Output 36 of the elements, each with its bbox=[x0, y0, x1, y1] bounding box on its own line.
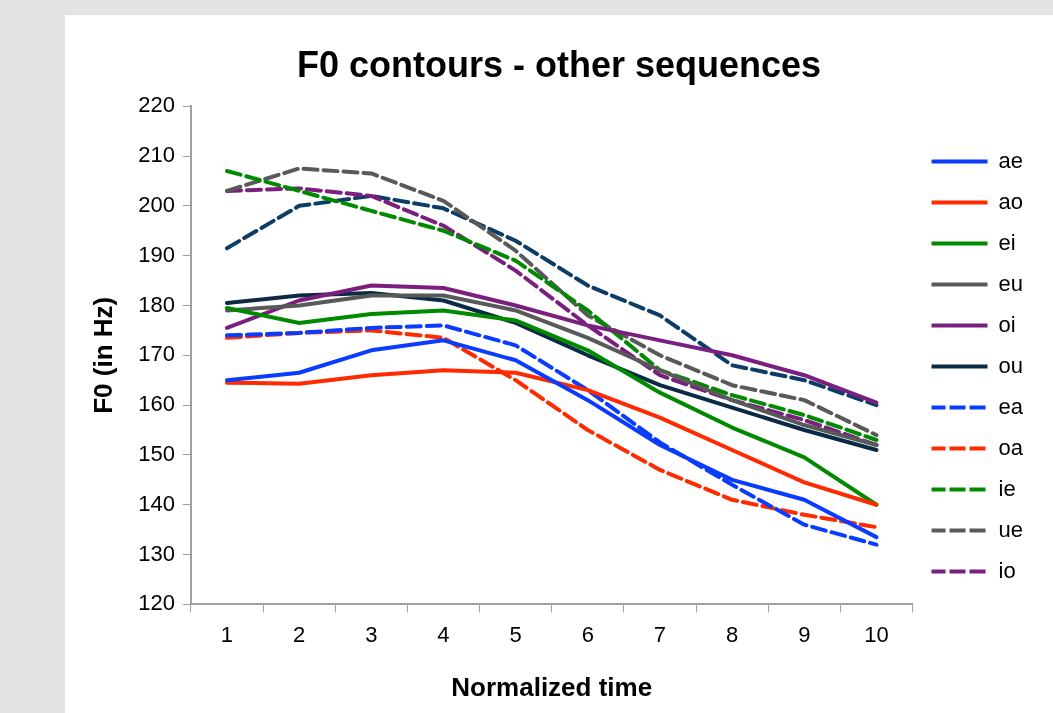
y-tick-label: 120 bbox=[138, 590, 175, 616]
legend-label: ao bbox=[998, 188, 1024, 214]
y-tick-label: 220 bbox=[138, 92, 175, 118]
line-series bbox=[224, 193, 879, 408]
x-axis-title: Normalized time bbox=[451, 671, 653, 702]
legend-label: ie bbox=[998, 475, 1016, 501]
x-tick-label: 9 bbox=[798, 621, 811, 647]
x-tick-label: 7 bbox=[653, 621, 667, 647]
x-tick-label: 3 bbox=[365, 621, 378, 647]
y-tick-label: 150 bbox=[138, 441, 175, 466]
y-tick-label: 200 bbox=[138, 191, 175, 217]
y-tick-label: 170 bbox=[138, 341, 175, 367]
x-tick-label: 1 bbox=[220, 621, 234, 647]
legend-label: oa bbox=[998, 434, 1024, 460]
y-tick-label: 130 bbox=[138, 540, 175, 566]
x-tick-label: 5 bbox=[509, 621, 522, 647]
x-tick-label: 8 bbox=[726, 621, 739, 647]
legend-label: ea bbox=[998, 393, 1024, 419]
legend-label: ou bbox=[998, 352, 1024, 378]
legend-label: ei bbox=[998, 229, 1016, 255]
legend-label: io bbox=[998, 557, 1016, 583]
chart-title: F0 contours - other sequences bbox=[296, 43, 822, 85]
y-tick-label: 180 bbox=[138, 291, 175, 317]
x-tick-label: 6 bbox=[581, 621, 594, 647]
y-tick-label: 160 bbox=[138, 391, 175, 417]
x-tick-label: 2 bbox=[293, 621, 306, 647]
legend-label: ue bbox=[998, 516, 1024, 542]
y-axis-title: F0 (in Hz) bbox=[87, 296, 118, 414]
x-tick-label: 4 bbox=[437, 621, 450, 647]
x-tick-label: 10 bbox=[864, 621, 889, 647]
y-tick-label: 210 bbox=[138, 142, 175, 168]
y-tick-label: 140 bbox=[138, 490, 175, 516]
legend-label: eu bbox=[998, 270, 1024, 296]
legend-label: oi bbox=[998, 311, 1016, 337]
legend-label: ae bbox=[998, 147, 1024, 173]
y-tick-label: 190 bbox=[138, 241, 175, 267]
